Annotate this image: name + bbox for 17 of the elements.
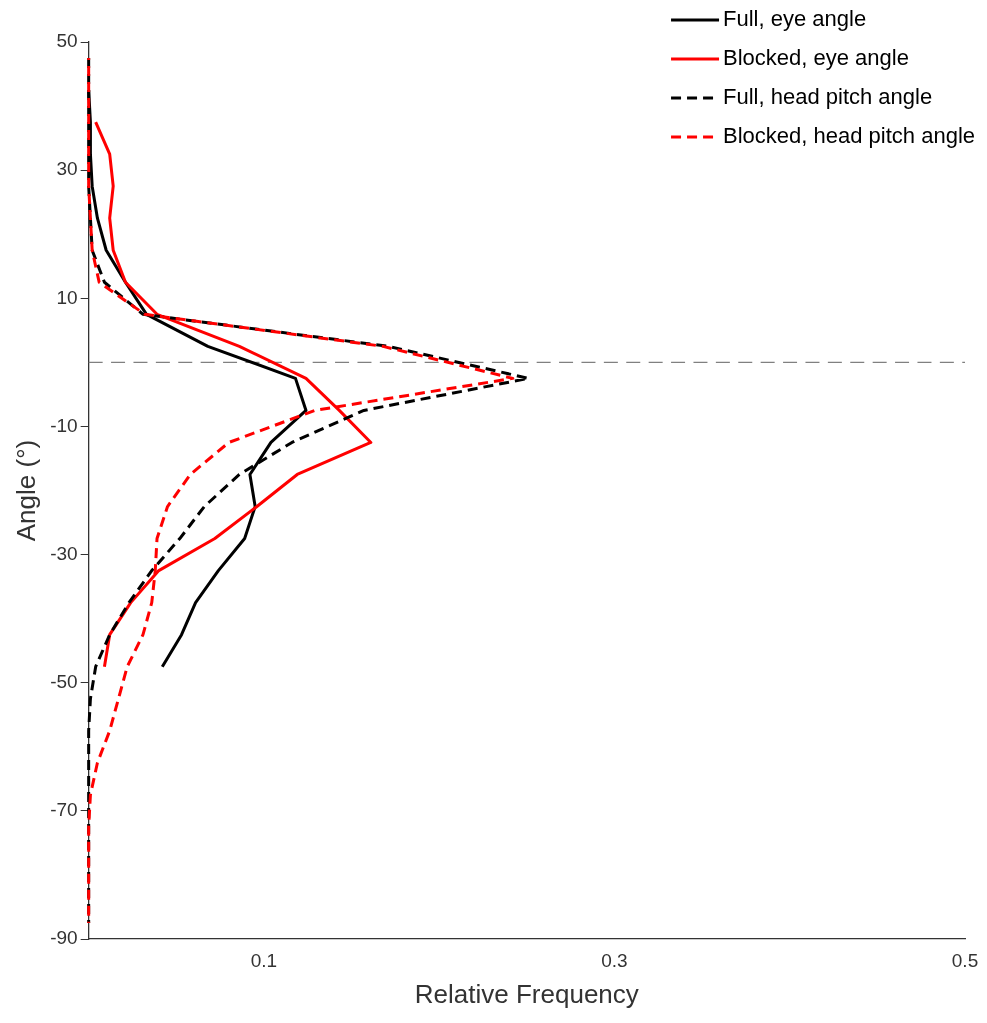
y-tick-label: -50 (50, 670, 78, 692)
x-tick-label: 0.3 (601, 949, 628, 971)
y-tick-label: 30 (56, 158, 78, 180)
y-tick-label: -70 (50, 799, 78, 821)
y-tick-label: 10 (56, 286, 78, 308)
y-axis-title: Angle (°) (10, 439, 41, 542)
y-tick-label: -30 (50, 542, 78, 564)
legend-label: Full, head pitch angle (723, 84, 933, 110)
x-tick-label: 0.1 (250, 949, 278, 971)
legend-label: Blocked, eye angle (723, 45, 909, 71)
y-tick-label: -10 (50, 414, 78, 436)
legend-label: Blocked, head pitch angle (723, 123, 976, 149)
legend-label: Full, eye angle (723, 6, 867, 32)
x-axis-title: Relative Frequency (414, 978, 639, 1009)
x-tick-label: 0.5 (951, 949, 979, 971)
y-tick-label: -90 (50, 927, 78, 949)
y-tick-label: 50 (56, 30, 78, 52)
